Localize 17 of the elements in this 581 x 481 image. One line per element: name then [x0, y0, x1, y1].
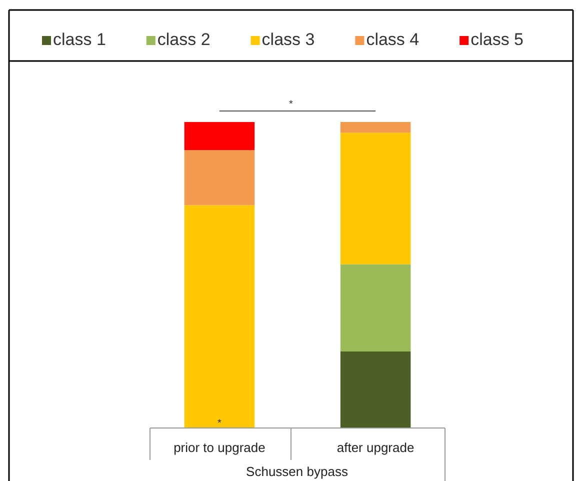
- legend-label: class 2: [157, 30, 210, 49]
- annotation: *: [218, 418, 222, 429]
- text: *: [289, 99, 294, 110]
- bar: [340, 122, 411, 133]
- bar: [184, 150, 255, 206]
- legend-label: class 1: [53, 30, 106, 49]
- bar: [184, 205, 255, 428]
- bar: [184, 122, 255, 150]
- x-tick-label: prior to upgrade: [174, 440, 266, 455]
- legend-label: class 4: [366, 30, 420, 49]
- legend-label: class 3: [262, 30, 315, 49]
- bar: [340, 264, 411, 352]
- x-axis-title: Schussen bypass: [246, 464, 348, 479]
- bar: [340, 352, 411, 428]
- bar: [340, 132, 411, 264]
- x-tick-label: after upgrade: [336, 440, 414, 455]
- legend-label: class 5: [470, 30, 524, 49]
